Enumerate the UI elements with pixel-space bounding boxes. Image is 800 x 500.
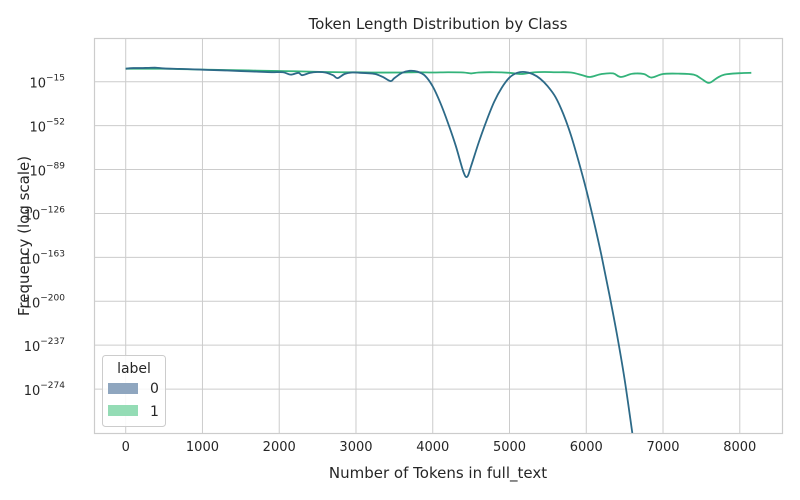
series-line-0 — [125, 66, 634, 433]
legend-label-1: 1 — [150, 404, 159, 420]
y-tick-label: 10−89 — [29, 162, 65, 180]
legend-label-0: 0 — [150, 381, 159, 397]
y-tick-label: 10−126 — [24, 205, 66, 223]
y-gridlines — [95, 81, 782, 390]
x-tick-label: 0 — [122, 440, 130, 455]
x-tick-label: 5000 — [493, 440, 526, 455]
legend-title: label — [117, 361, 151, 377]
x-tick-label: 4000 — [416, 440, 449, 455]
y-tick-labels: 10−15 10−52 10−89 10−126 10−163 10−200 10−237 1… — [24, 74, 66, 399]
y-tick-label: 10−200 — [24, 293, 66, 311]
x-tick-labels: 0 1000 2000 3000 4000 5000 6000 7000 8000 — [122, 440, 757, 455]
series-lines — [125, 66, 752, 433]
y-tick-label: 10−163 — [24, 249, 65, 267]
y-tick-label: 10−52 — [29, 118, 65, 136]
x-tick-label: 6000 — [570, 440, 603, 455]
legend-swatch-1 — [108, 405, 138, 416]
y-axis-title: Frequency (log scale) — [15, 156, 33, 316]
y-tick-label: 10−274 — [24, 381, 66, 399]
legend: label 0 1 — [102, 355, 166, 427]
x-axis-title: Number of Tokens in full_text — [329, 464, 547, 483]
x-tick-label: 2000 — [263, 440, 296, 455]
x-tick-label: 8000 — [723, 440, 756, 455]
x-tick-label: 3000 — [339, 440, 372, 455]
chart-title: Token Length Distribution by Class — [308, 15, 568, 33]
x-tick-label: 1000 — [186, 440, 219, 455]
plot-frame — [93, 37, 784, 435]
legend-swatch-0 — [108, 383, 138, 394]
y-tick-label: 10−15 — [29, 74, 65, 92]
y-tick-label: 10−237 — [24, 337, 65, 355]
x-tick-label: 7000 — [646, 440, 679, 455]
